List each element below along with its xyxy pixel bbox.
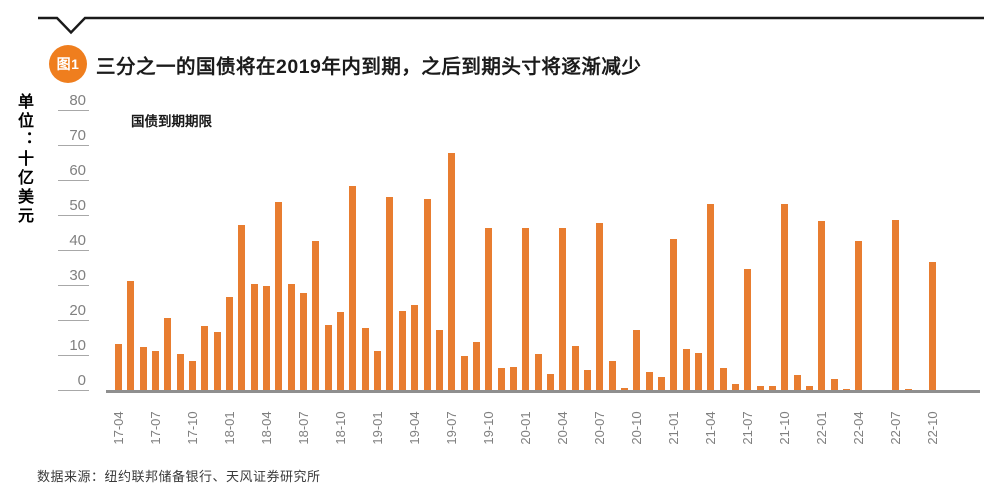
bar — [139, 347, 147, 391]
bar — [608, 361, 616, 391]
bar — [534, 354, 542, 391]
x-axis-tick-label: 20-04 — [554, 411, 570, 445]
x-axis-tick-label: 22-10 — [924, 411, 940, 445]
bar — [127, 280, 135, 391]
notch-line-graphic — [38, 16, 984, 35]
bar — [386, 196, 394, 391]
bar — [485, 228, 493, 391]
chart-title: 国债到期期限 — [131, 114, 212, 129]
y-axis-tick-label: 50 — [58, 197, 89, 216]
bar — [929, 261, 937, 391]
bar — [892, 219, 900, 391]
x-axis-tick-label: 19-07 — [443, 411, 459, 445]
bar — [793, 375, 801, 391]
y-axis-unit-label: 单位：十亿美元 — [15, 93, 32, 226]
x-axis-tick-label: 22-07 — [887, 411, 903, 445]
bar — [744, 268, 752, 391]
bar — [312, 240, 320, 391]
bar — [324, 324, 332, 391]
bar — [571, 345, 579, 391]
bar — [781, 203, 789, 391]
bar — [275, 202, 283, 391]
bar — [398, 310, 406, 391]
x-axis-tick-label: 20-01 — [517, 411, 533, 445]
x-axis-tick-label: 22-04 — [850, 411, 866, 445]
y-axis-tick-label: 10 — [58, 337, 89, 356]
bar — [657, 377, 665, 391]
bar — [645, 371, 653, 391]
bar — [337, 312, 345, 391]
bar — [522, 228, 530, 391]
bar — [497, 368, 505, 391]
y-axis-tick-label: 80 — [58, 92, 89, 111]
x-axis-tick-label: 19-10 — [480, 411, 496, 445]
bar — [152, 350, 160, 391]
bar — [694, 352, 702, 391]
x-axis-tick-label: 20-10 — [628, 411, 644, 445]
bar — [411, 305, 419, 391]
bar — [226, 296, 234, 391]
y-axis-tick-label: 70 — [58, 127, 89, 146]
figure-number-badge: 图1 — [49, 45, 87, 83]
bar — [806, 385, 814, 391]
y-axis-tick-label: 60 — [58, 162, 89, 181]
x-axis-tick-label: 22-01 — [813, 411, 829, 445]
x-axis-tick-label: 18-10 — [332, 411, 348, 445]
bar — [732, 384, 739, 391]
x-axis-tick-label: 20-07 — [591, 411, 607, 445]
bar — [238, 224, 246, 391]
bar — [559, 228, 567, 391]
bar — [201, 326, 209, 391]
bar — [250, 284, 258, 391]
bar — [287, 284, 295, 391]
bar — [213, 331, 221, 391]
bar — [176, 354, 184, 391]
source-note: 数据来源：纽约联邦储备银行、天风证券研究所 — [37, 469, 321, 484]
bar — [189, 361, 197, 391]
figure-title: 三分之一的国债将在2019年内到期，之后到期头寸将逐渐减少 — [96, 56, 642, 78]
bar — [448, 153, 456, 391]
bar — [855, 240, 863, 391]
x-axis-baseline — [106, 390, 980, 393]
bar — [756, 385, 764, 391]
bar — [670, 238, 678, 391]
bar — [596, 223, 604, 391]
x-axis-tick-label: 19-01 — [369, 411, 385, 445]
x-axis-tick-label: 19-04 — [406, 411, 422, 445]
bar — [719, 368, 727, 391]
bar — [830, 378, 838, 391]
bar — [682, 349, 690, 391]
bar — [707, 203, 715, 391]
bar — [164, 317, 172, 391]
bar — [349, 186, 357, 391]
x-axis-tick-label: 21-01 — [665, 411, 681, 445]
bar — [263, 286, 271, 391]
bar — [115, 343, 122, 391]
header-rule-with-notch — [0, 0, 985, 40]
bar — [583, 370, 591, 391]
bar — [509, 366, 517, 391]
bar — [300, 293, 308, 391]
x-axis-tick-label: 21-10 — [776, 411, 792, 445]
bar — [460, 356, 468, 391]
bar — [435, 329, 443, 391]
bar — [546, 373, 554, 391]
y-axis-tick-label: 30 — [58, 267, 89, 286]
x-axis-tick-label: 21-07 — [739, 411, 755, 445]
x-axis-tick-label: 21-04 — [702, 411, 718, 445]
bar — [769, 385, 777, 391]
bar — [423, 198, 431, 391]
y-axis-tick-label: 20 — [58, 302, 89, 321]
bar — [472, 342, 480, 391]
bar — [374, 350, 382, 391]
bar — [620, 387, 628, 391]
bar — [633, 329, 641, 391]
y-axis-tick-label: 40 — [58, 232, 89, 251]
bar — [818, 221, 826, 391]
bar — [361, 328, 369, 391]
y-axis-tick-label: 0 — [58, 372, 89, 391]
